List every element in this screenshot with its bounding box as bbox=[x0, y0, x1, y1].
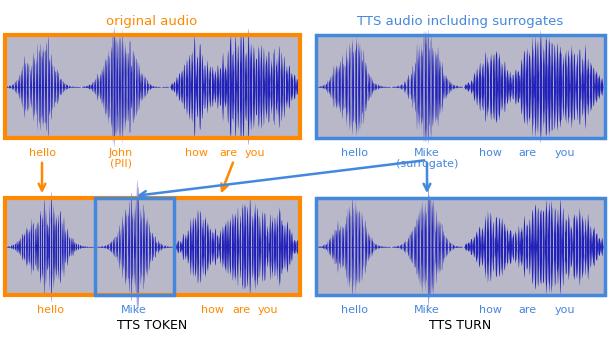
Bar bbox=[95, 198, 174, 295]
Bar bbox=[162, 35, 168, 138]
Text: original audio: original audio bbox=[106, 16, 198, 28]
Bar bbox=[174, 198, 298, 295]
Bar bbox=[316, 35, 605, 138]
Text: you: you bbox=[554, 148, 575, 158]
Text: you: you bbox=[258, 305, 278, 315]
Text: you: you bbox=[554, 305, 575, 315]
Text: hello: hello bbox=[37, 305, 63, 315]
Bar bbox=[392, 198, 462, 295]
Bar bbox=[318, 198, 390, 295]
Text: are: are bbox=[219, 148, 237, 158]
Bar bbox=[464, 198, 603, 295]
Text: Mike: Mike bbox=[121, 305, 147, 315]
Text: you: you bbox=[245, 148, 265, 158]
Text: how: how bbox=[201, 305, 223, 315]
Text: are: are bbox=[232, 305, 250, 315]
Text: how: how bbox=[185, 148, 209, 158]
Text: how: how bbox=[478, 305, 501, 315]
Bar bbox=[318, 35, 390, 138]
Text: are: are bbox=[518, 305, 536, 315]
Bar bbox=[5, 198, 95, 295]
Text: are: are bbox=[518, 148, 536, 158]
Text: Mike: Mike bbox=[414, 305, 440, 315]
Bar bbox=[316, 198, 605, 295]
Text: hello: hello bbox=[29, 148, 56, 158]
Text: hello: hello bbox=[340, 148, 367, 158]
Bar bbox=[5, 198, 300, 295]
Text: how: how bbox=[478, 148, 501, 158]
Text: Mike: Mike bbox=[414, 148, 440, 158]
Text: TTS TURN: TTS TURN bbox=[429, 319, 491, 332]
Text: TTS TOKEN: TTS TOKEN bbox=[117, 319, 187, 332]
Bar bbox=[392, 35, 462, 138]
Bar bbox=[5, 35, 300, 138]
Text: John: John bbox=[109, 148, 133, 158]
Text: (PII): (PII) bbox=[110, 159, 132, 169]
Text: hello: hello bbox=[340, 305, 367, 315]
Bar bbox=[464, 35, 603, 138]
Text: (surrogate): (surrogate) bbox=[396, 159, 458, 169]
Bar bbox=[97, 198, 172, 295]
Bar bbox=[82, 35, 160, 138]
Bar bbox=[5, 35, 80, 138]
Text: TTS audio including surrogates: TTS audio including surrogates bbox=[357, 16, 563, 28]
Bar bbox=[170, 35, 298, 138]
